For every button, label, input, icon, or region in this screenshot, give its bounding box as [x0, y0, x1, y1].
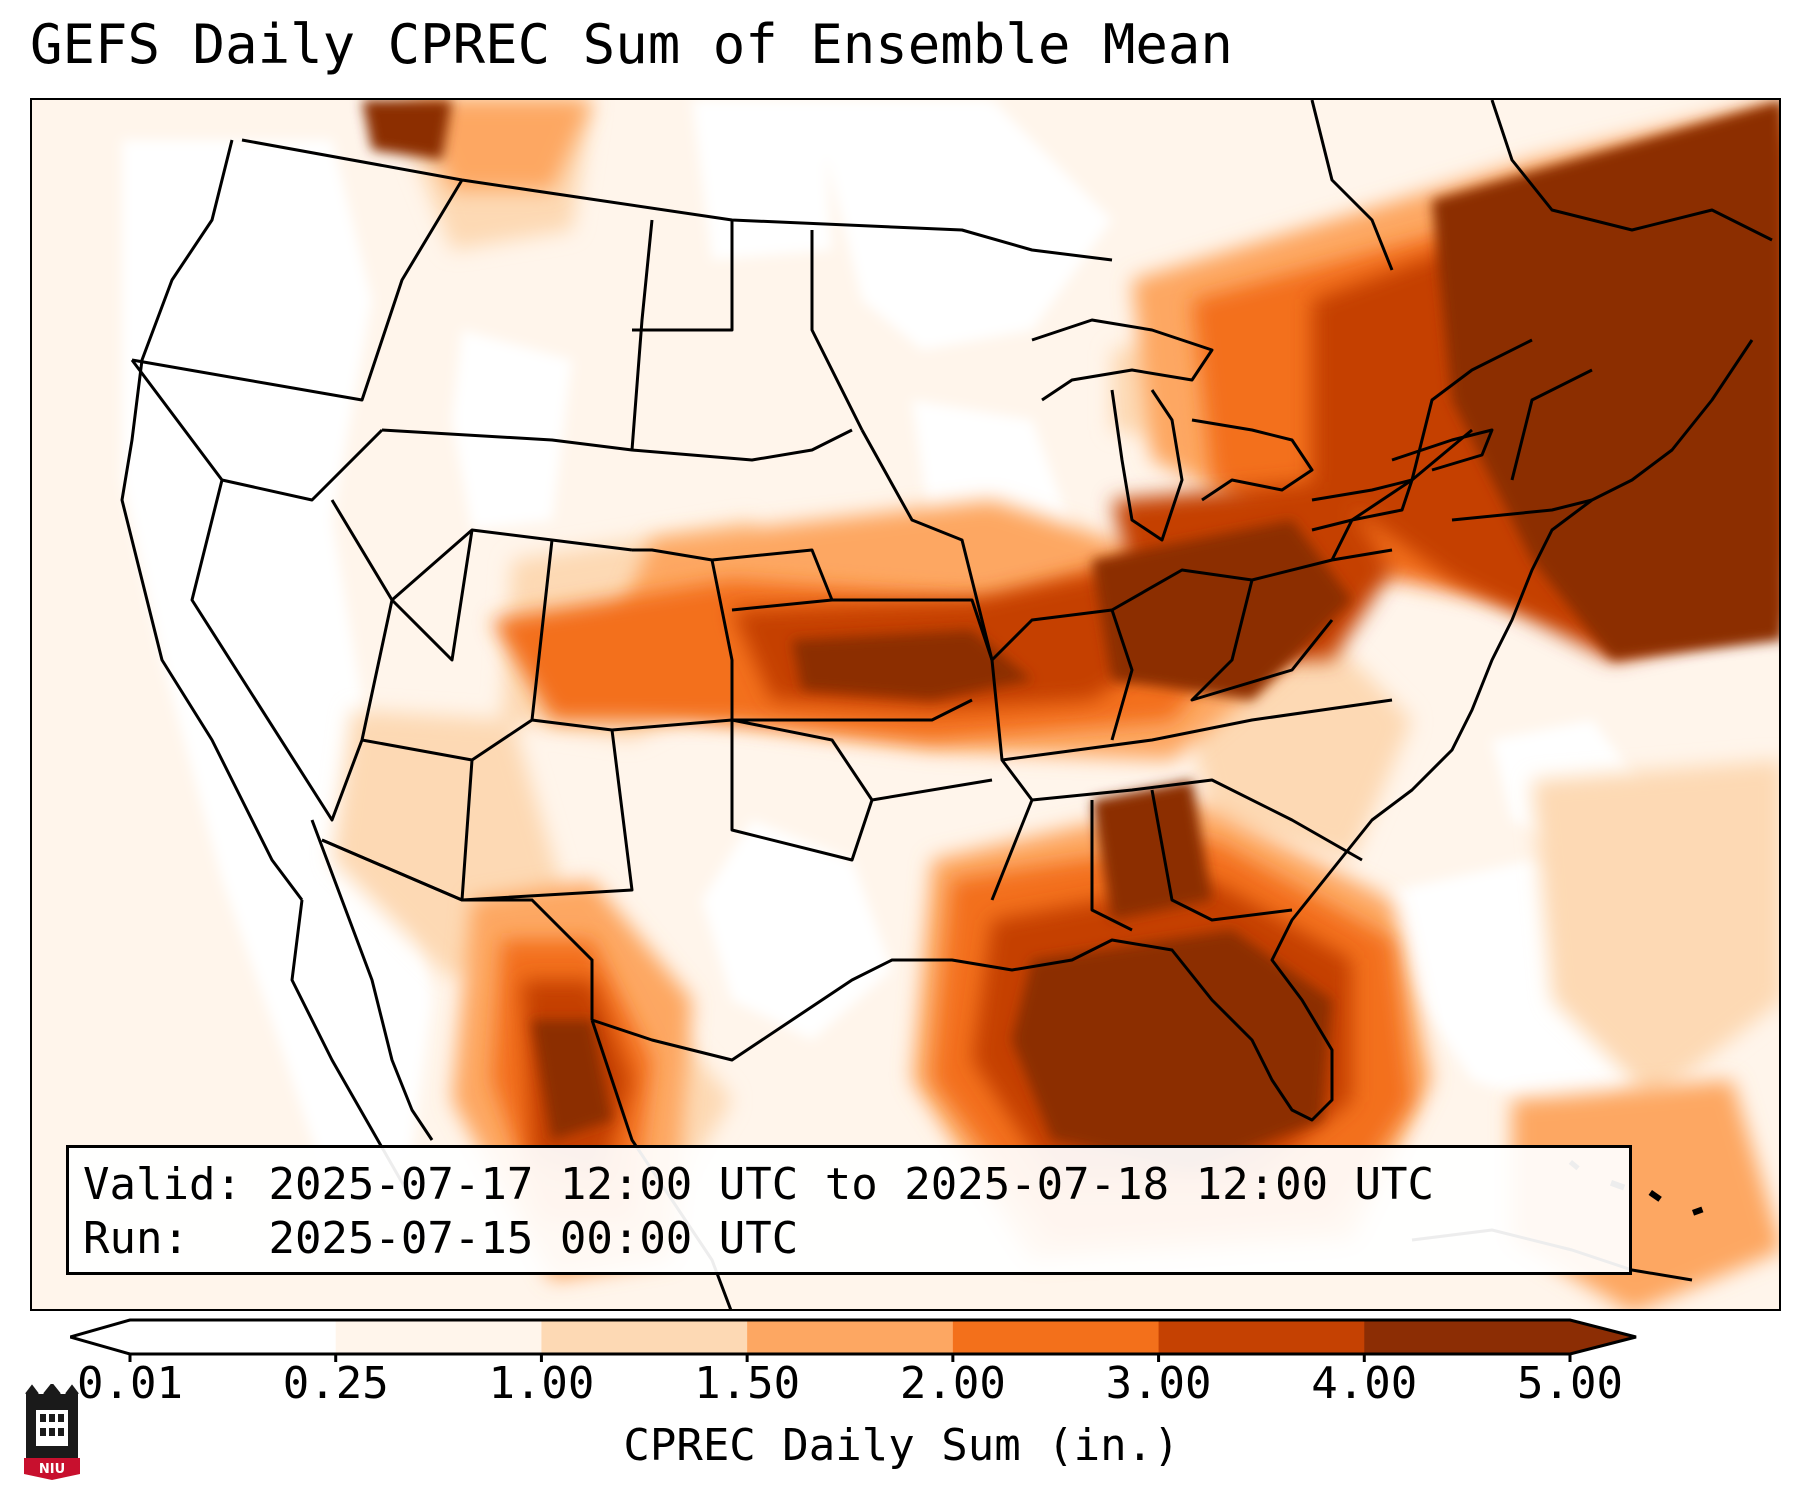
colorbar-outline	[70, 1318, 1637, 1356]
colorbar-segment	[1158, 1320, 1365, 1354]
colorbar-tick-label: 5.00	[1517, 1358, 1623, 1409]
country-borders	[321, 838, 594, 1020]
run-label: Run:	[83, 1213, 189, 1264]
colorbar-tick-label: 3.00	[1105, 1358, 1212, 1409]
colorbar-segment	[335, 1320, 542, 1354]
niu-tower-logo: NIU	[24, 1384, 80, 1480]
colorbar-tick-label: 1.00	[488, 1358, 595, 1409]
run-line: Run: 2025-07-15 00:00 UTC	[83, 1212, 1629, 1266]
colorbar	[70, 1318, 1637, 1362]
colorbar-tick-label: 2.00	[899, 1358, 1006, 1409]
colorbar-tick-label: 4.00	[1311, 1358, 1418, 1409]
field-extreme	[362, 100, 1779, 1170]
colorbar-segments	[70, 1320, 1636, 1354]
page-title: GEFS Daily CPREC Sum of Ensemble Mean	[30, 13, 1233, 76]
precip-map[interactable]	[32, 100, 1781, 1311]
colorbar-segment	[130, 1320, 337, 1354]
colorbar-title: CPREC Daily Sum (in.)	[623, 1420, 1180, 1471]
valid-run-info-box: Valid: 2025-07-17 12:00 UTC to 2025-07-1…	[66, 1145, 1632, 1275]
colorbar-tick-label: 0.01	[77, 1358, 183, 1409]
colorbar-over-arrow	[1570, 1320, 1636, 1354]
colorbar-segment	[1364, 1320, 1571, 1354]
colorbar-tick-label: 0.25	[282, 1358, 389, 1409]
colorbar-segment	[747, 1320, 954, 1354]
colorbar-segment	[541, 1320, 748, 1354]
colorbar-tick-label: 1.50	[694, 1358, 801, 1409]
colorbar-segment	[952, 1320, 1160, 1354]
valid-value: 2025-07-17 12:00 UTC to 2025-07-18 12:00…	[268, 1159, 1435, 1210]
coastlines	[120, 100, 1773, 1309]
valid-line: Valid: 2025-07-17 12:00 UTC to 2025-07-1…	[83, 1158, 1629, 1212]
run-value: 2025-07-15 00:00 UTC	[268, 1213, 799, 1264]
map-panel[interactable]	[30, 98, 1781, 1311]
colorbar-under-arrow	[70, 1320, 130, 1354]
logo-text: NIU	[39, 1462, 65, 1477]
valid-label: Valid:	[83, 1159, 242, 1210]
